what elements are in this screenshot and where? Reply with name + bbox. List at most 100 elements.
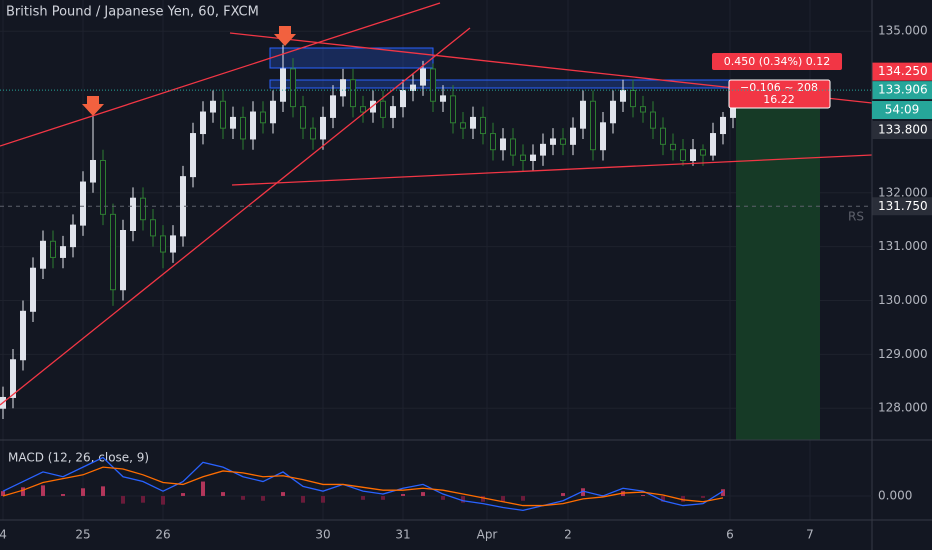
macd-signal-line: [2, 466, 724, 507]
x-tick-label: 31: [395, 528, 410, 542]
candle-body: [310, 127, 316, 140]
price-tag: [872, 197, 932, 216]
candle-body: [250, 111, 256, 140]
candle-body: [640, 106, 646, 113]
x-tick-label: 4: [0, 528, 7, 542]
candle-body: [80, 181, 86, 226]
macd-histogram-bar: [321, 495, 325, 503]
candle-body: [660, 127, 666, 145]
candle-body: [100, 159, 106, 215]
macd-tick-label: 0.000: [878, 488, 912, 502]
candle-body: [190, 133, 196, 178]
candle-body: [680, 149, 686, 161]
candle-body: [510, 138, 516, 156]
macd-histogram-bar: [361, 495, 365, 500]
candle-body: [480, 116, 486, 135]
candle-body: [400, 89, 406, 108]
y-tick-label: 135.000: [878, 24, 928, 38]
macd-histogram-bar: [281, 492, 285, 496]
candle-body: [460, 122, 466, 129]
candle-body: [390, 106, 396, 118]
x-tick-label: 7: [806, 528, 814, 542]
macd-macd-line: [2, 456, 724, 512]
zone-box: [269, 79, 731, 89]
price-tag: [872, 81, 932, 100]
candle-body: [210, 100, 216, 113]
macd-histogram-bar: [261, 495, 265, 501]
trend-line: [0, 27, 471, 406]
ratio-text: 16.22: [763, 93, 795, 106]
x-tick-label: 2: [564, 528, 572, 542]
candle-body: [620, 89, 626, 102]
x-tick-label: 26: [155, 528, 170, 542]
x-tick-label: Apr: [477, 528, 498, 542]
macd-histogram-bar: [1, 491, 5, 496]
y-tick-label: 130.000: [878, 293, 928, 307]
macd-histogram-bar: [81, 488, 85, 496]
macd-histogram-bar: [661, 495, 665, 502]
price-tag-label: 131.750: [878, 199, 928, 213]
trend-line: [0, 2, 441, 147]
macd-histogram-bar: [221, 492, 225, 496]
candle-body: [590, 100, 596, 151]
candle-body: [410, 84, 416, 91]
macd-title: MACD (12, 26, close, 9): [8, 451, 149, 465]
candle-body: [30, 267, 36, 312]
candle-body: [280, 68, 286, 102]
candle-body: [430, 68, 436, 102]
y-tick-label: 132.000: [878, 185, 928, 199]
candle-body: [10, 359, 16, 398]
candle-body: [110, 213, 116, 291]
candle-body: [700, 149, 706, 156]
candle-body: [530, 154, 536, 161]
candle-body: [50, 240, 56, 258]
candle-body: [540, 143, 546, 156]
candle-body: [320, 116, 326, 140]
macd-histogram-bar: [681, 495, 685, 502]
rs-label: RS: [848, 210, 864, 224]
candle-body: [550, 138, 556, 145]
y-tick-label: 131.000: [878, 239, 928, 253]
candle-body: [360, 106, 366, 113]
macd-histogram-bar: [501, 495, 505, 502]
candle-body: [140, 197, 146, 221]
candle-body: [220, 100, 226, 129]
candle-body: [670, 143, 676, 151]
position-box: [728, 79, 831, 109]
candle-body: [160, 235, 166, 253]
macd-histogram-bar: [161, 495, 165, 505]
position-text: −0.106 ~ 208: [740, 81, 818, 94]
macd-histogram-bar: [461, 495, 465, 503]
macd-histogram-bar: [141, 495, 145, 503]
price-tags: 134.250 133.906 131.750: [0, 62, 932, 216]
candle-body: [570, 127, 576, 145]
candle-body: [690, 149, 696, 161]
candle-body: [330, 95, 336, 118]
macd-histogram-bar: [481, 495, 485, 502]
macd-histogram-bar: [121, 495, 125, 504]
candle-body: [60, 246, 66, 258]
countdown: 54:09: [885, 103, 920, 117]
candle-body: [170, 235, 176, 253]
crosshair-label: 133.800: [878, 123, 928, 137]
candle-body: [580, 100, 586, 129]
x-tick-label: 30: [315, 528, 330, 542]
candle-body: [450, 95, 456, 124]
x-tick-label: 25: [75, 528, 90, 542]
macd-histogram-bar: [61, 494, 65, 496]
candle-body: [420, 68, 426, 86]
macd-histogram-bar: [41, 485, 45, 496]
candle-body: [340, 79, 346, 97]
macd-histogram-bar: [441, 495, 445, 500]
macd-histogram-bar: [561, 493, 565, 496]
candle-body: [130, 197, 136, 232]
candle-body: [560, 138, 566, 145]
macd-histogram-bar: [721, 489, 725, 496]
position-profit-zone: [736, 108, 820, 440]
candle-body: [20, 310, 26, 361]
macd-histogram-bar: [101, 486, 105, 496]
x-tick-label: 6: [726, 528, 734, 542]
range-text: 0.450 (0.34%) 0.12: [724, 55, 831, 68]
